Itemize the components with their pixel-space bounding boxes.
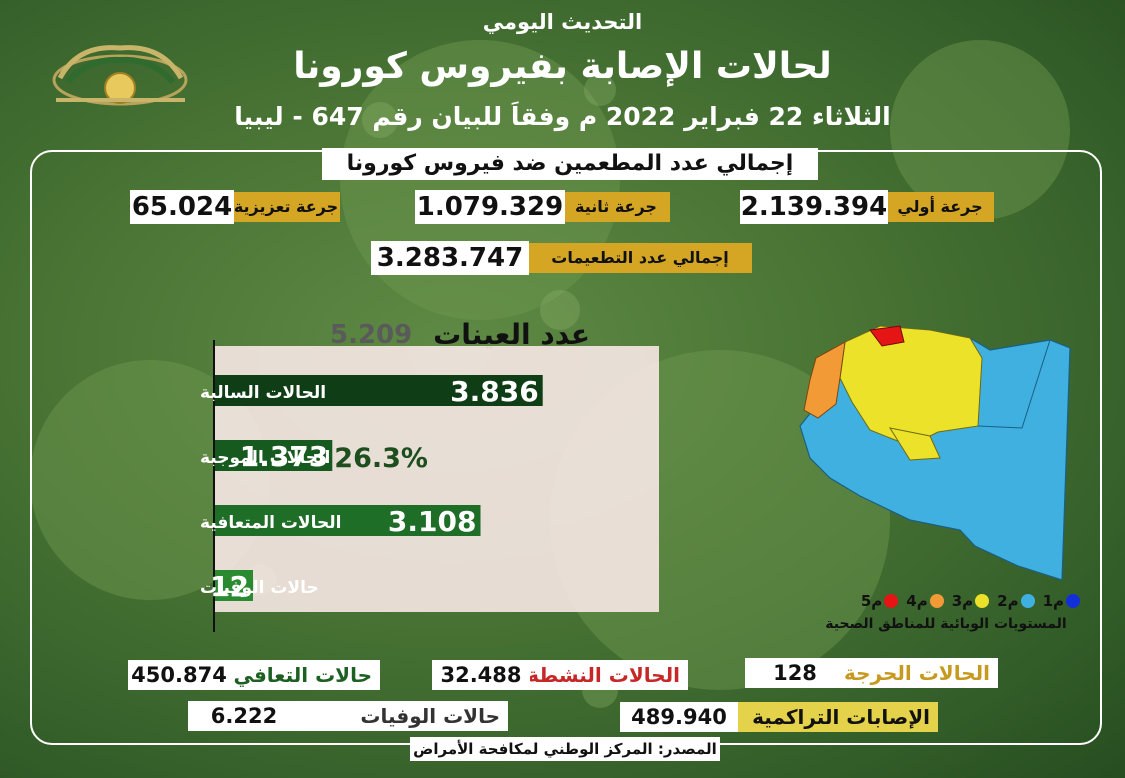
bar-value-label-3: 12 — [210, 570, 249, 603]
recovered-value: 450.874 — [128, 660, 230, 690]
level-4-dot — [929, 594, 944, 608]
header-subtitle: التحديث اليومي — [482, 10, 643, 34]
bar-2 — [215, 505, 481, 536]
samples-header: عدد العينات 5.209 — [330, 318, 590, 358]
page-title: لحالات الإصابة بفيروس كورونا — [293, 46, 832, 87]
map-legend: م1 م2 م3 م4 م5 المستويات الوبائية للمناط… — [812, 592, 1080, 632]
bar-value-label-0: 3.836 — [450, 375, 539, 408]
samples-label: عدد العينات — [433, 318, 590, 351]
legend-level-5: م5 — [861, 592, 899, 610]
legend-level-2: م2 — [997, 592, 1035, 610]
total-vaccinations-label: إجمالي عدد التطعيمات — [528, 243, 752, 273]
category-label-2: الحالات المتعافية — [200, 513, 341, 533]
legend-level-4: م4 — [906, 592, 944, 610]
legend-title: المستويات الوبائية للمناطق الصحية — [825, 616, 1067, 632]
libya-map — [799, 325, 1071, 581]
booster-dose-value: 65.024 — [130, 190, 234, 224]
total-vaccinations-value: 3.283.747 — [371, 241, 529, 275]
active-label: الحالات النشطة — [527, 660, 688, 690]
level-2-dot — [1020, 594, 1035, 608]
bar-1 — [215, 440, 333, 471]
critical-label: الحالات الحرجة — [844, 658, 998, 688]
level-1-dot — [1066, 594, 1080, 608]
second-dose-label: جرعة ثانية — [562, 192, 670, 222]
booster-dose-label: جرعة تعزيزية — [232, 192, 340, 222]
cumulative-value: 489.940 — [620, 702, 738, 732]
category-label-1: الحالات الموجبة — [200, 448, 330, 468]
second-dose-value: 1.079.329 — [415, 190, 565, 224]
recovered-label: حالات التعافي — [230, 660, 380, 690]
critical-value: 128 — [745, 658, 845, 688]
category-label-0: الحالات السالبة — [200, 383, 326, 403]
level-5-dot — [884, 594, 899, 608]
bar-0 — [215, 375, 543, 406]
bar-value-label-1: 1.373 — [240, 440, 329, 473]
source-note: المصدر: المركز الوطني لمكافحة الأمراض — [410, 737, 720, 761]
date-line: الثلاثاء 22 فبراير 2022 م وفقاَ للبيان ر… — [234, 102, 891, 131]
level-3-dot — [975, 594, 990, 608]
vaccination-title: إجمالي عدد المطعمين ضد فيروس كورونا — [322, 148, 818, 180]
deaths-label: حالات الوفيات — [298, 701, 508, 731]
category-label-3: حالات الوفيات — [200, 578, 319, 598]
samples-value: 5.209 — [330, 320, 413, 350]
bar-3 — [215, 570, 253, 601]
legend-items: م1 م2 م3 م4 م5 — [812, 592, 1080, 610]
legend-level-3: م3 — [952, 592, 990, 610]
cumulative-label: الإصابات التراكمية — [738, 702, 938, 732]
ministry-logo — [52, 45, 188, 106]
active-value: 32.488 — [432, 660, 530, 690]
legend-level-1: م1 — [1043, 592, 1080, 610]
bar-value-label-2: 3.108 — [388, 505, 477, 538]
deaths-value: 6.222 — [188, 701, 300, 731]
first-dose-value: 2.139.394 — [740, 190, 888, 224]
first-dose-label: جرعة أولي — [886, 192, 994, 222]
positive-rate-annotation: 26.3% — [334, 443, 428, 474]
